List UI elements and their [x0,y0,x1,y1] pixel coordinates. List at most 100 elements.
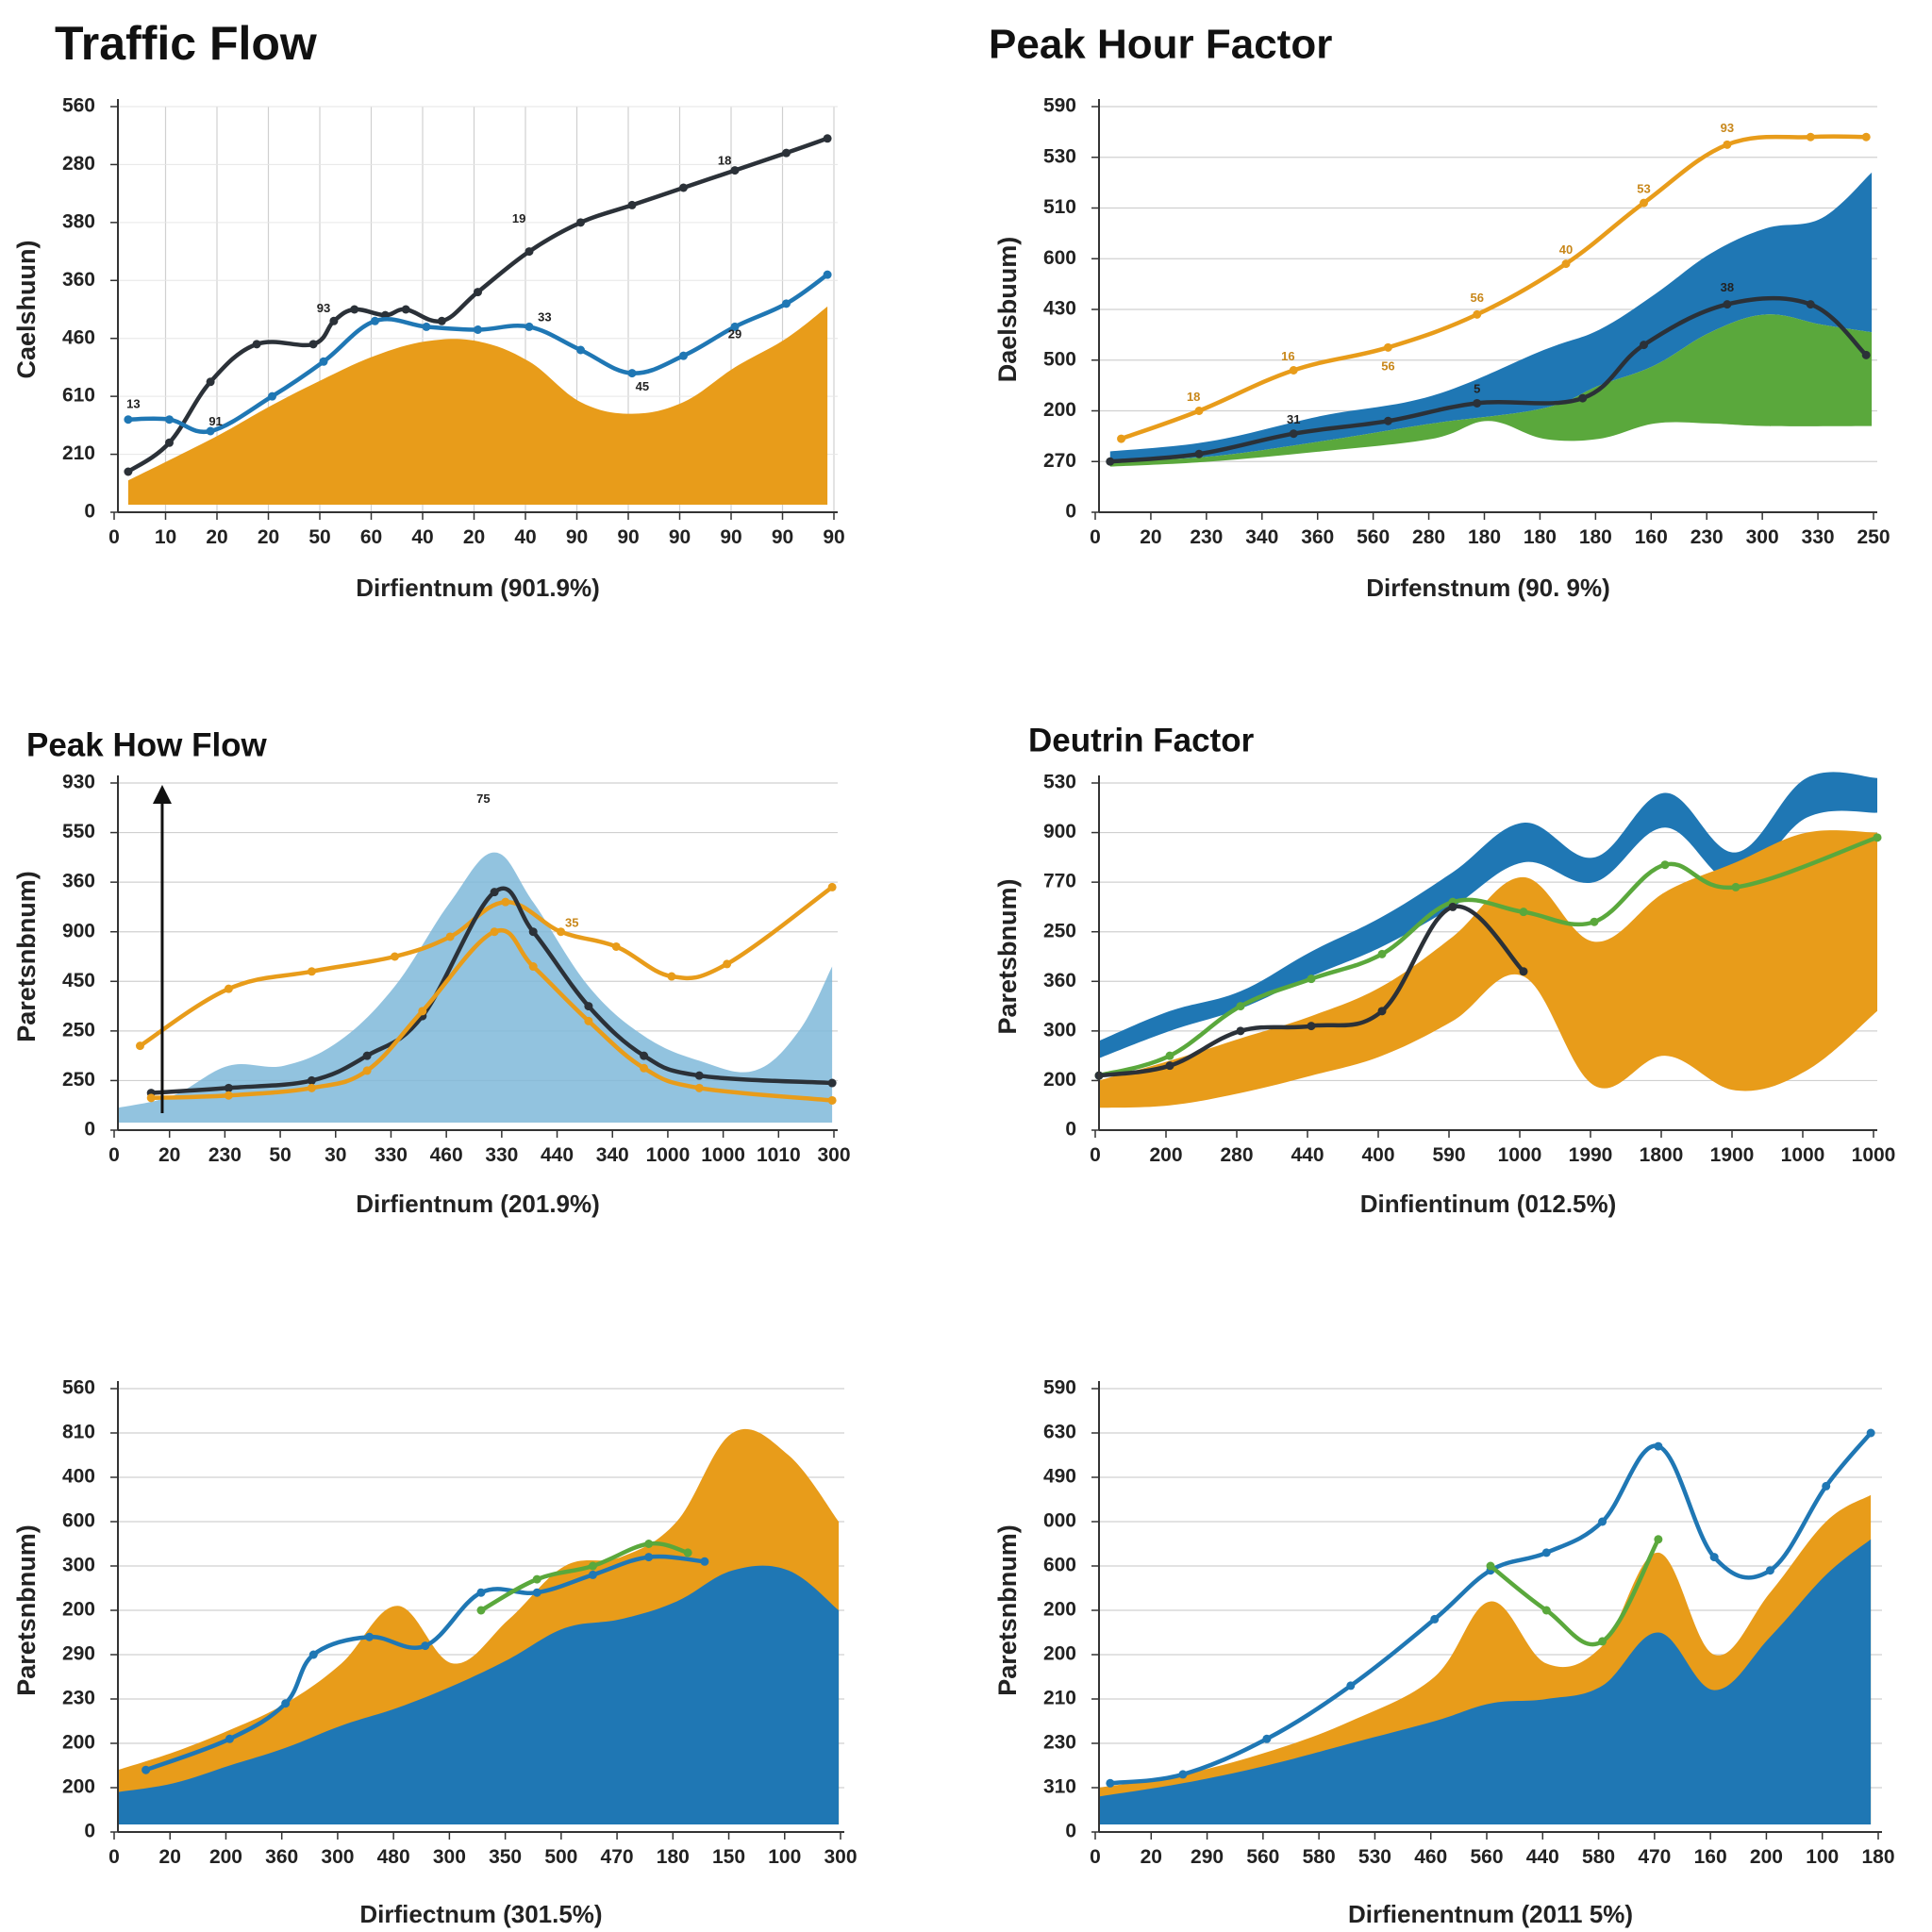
x-axis-label: Dirfientnum (201.9%) [356,1190,600,1218]
data-point [308,1650,318,1659]
x-tick-label: 50 [308,526,330,548]
x-tick-label: 180 [1468,526,1501,548]
y-tick-label: 380 [62,210,95,232]
data-point [206,377,215,387]
data-point [1165,1051,1174,1060]
data-point [584,1002,593,1011]
data-point [146,1093,156,1103]
x-tick-label: 1990 [1569,1144,1613,1166]
data-label: 56 [1470,291,1483,305]
y-tick-label: 450 [62,970,95,991]
x-axis-label: Dirfientnum (901.9%) [356,574,600,602]
peak-hour-factor-chart: Peak Hour Factor 18 16 56 56 40 53 93 31 5 38 0 270 2… [989,22,1890,602]
data-point [627,369,637,378]
x-tick-label: 20 [258,526,279,548]
data-point [1806,300,1815,309]
x-tick-label: 440 [1291,1144,1324,1166]
x-tick-label: 180 [1861,1846,1894,1868]
data-point [644,1540,654,1548]
data-label: 16 [1281,349,1294,363]
y-tick-label: 360 [62,269,95,291]
x-tick-label: 460 [430,1144,463,1166]
data-point [329,316,339,325]
x-tick-label: 460 [1414,1846,1447,1868]
x-tick-label: 30 [325,1144,346,1166]
x-tick-label: 1000 [1498,1144,1542,1166]
data-point [1654,1441,1663,1451]
data-point [679,351,688,360]
x-tick-label: 340 [596,1144,629,1166]
data-point [474,325,482,334]
x-tick-label: 580 [1303,1846,1336,1868]
arrow-head-icon [152,785,172,804]
data-point [700,1557,709,1566]
x-tick-label: 200 [1750,1846,1783,1868]
y-tick-label: 200 [1043,399,1076,421]
band-series-green [1109,314,1873,467]
data-point [1473,309,1482,319]
x-tick-label: 100 [1806,1846,1839,1868]
data-point [1289,366,1298,375]
x-tick-label: 60 [360,526,382,548]
data-point [588,1570,597,1579]
data-point [1578,393,1588,403]
data-point [730,322,740,331]
x-tick-label: 40 [514,526,536,548]
y-axis-label: Paretsbnum) [993,878,1022,1034]
y-tick-label: 200 [62,1776,95,1798]
y-tick-label: 490 [1043,1466,1076,1488]
area-series-lightblue [118,852,833,1123]
y-axis-label: Paretsnbnum) [993,1524,1022,1696]
x-tick-label: 560 [1357,526,1390,548]
x-axis-label: Dirfienentnum (2011 5%) [1348,1900,1633,1928]
data-point [1519,908,1528,917]
data-point [1262,1734,1272,1743]
y-tick-label: 810 [62,1422,95,1443]
band-series-blue [1099,772,1877,1058]
traffic-flow-chart: Traffic Flow 91 93 19 18 13 33 45 29 0 210 610 460 36… [12,17,845,602]
x-tick-label: 180 [1579,526,1612,548]
data-point [225,1734,234,1743]
annotation: 75 [476,791,490,806]
data-point [1106,457,1115,466]
data-point [1430,1614,1440,1624]
y-tick-label: 600 [1043,1555,1076,1576]
data-point [124,415,133,425]
y-tick-label: 0 [1065,1119,1076,1141]
y-tick-label: 360 [1043,970,1076,991]
data-point [782,148,791,158]
x-axis-label: Dinfientinum (012.5%) [1360,1190,1617,1218]
data-point [308,340,318,349]
data-point [1236,1026,1245,1036]
x-tick-label: 580 [1582,1846,1615,1868]
data-point [281,1699,291,1708]
data-point [1194,449,1204,458]
x-tick-label: 300 [824,1846,857,1868]
x-tick-label: 360 [1301,526,1334,548]
data-point [528,927,538,937]
x-tick-label: 20 [158,1144,180,1166]
data-label: 5 [1474,382,1480,396]
x-tick-label: 230 [1690,526,1724,548]
x-tick-label: 300 [321,1846,354,1868]
x-tick-label: 0 [1090,526,1101,548]
data-point [730,166,740,175]
peak-how-flow-chart: Peak How Flow 35 75 0 250 250 450 900 360 550 930 0… [12,726,850,1218]
data-point [135,1041,144,1051]
data-label: 40 [1559,242,1573,257]
data-point [782,299,791,308]
y-tick-label: 510 [1043,196,1076,218]
x-tick-label: 360 [265,1846,298,1868]
data-point [683,1548,692,1557]
data-point [1289,429,1298,439]
y-tick-label: 360 [62,871,95,892]
data-point [1165,1061,1174,1071]
band-series-orange [1099,830,1877,1108]
x-tick-label: 330 [375,1144,408,1166]
y-tick-label: 200 [1043,1069,1076,1091]
x-tick-label: 160 [1635,526,1668,548]
data-point [584,1016,593,1025]
y-tick-label: 560 [62,95,95,117]
x-tick-label: 150 [712,1846,745,1868]
x-tick-label: 470 [601,1846,634,1868]
